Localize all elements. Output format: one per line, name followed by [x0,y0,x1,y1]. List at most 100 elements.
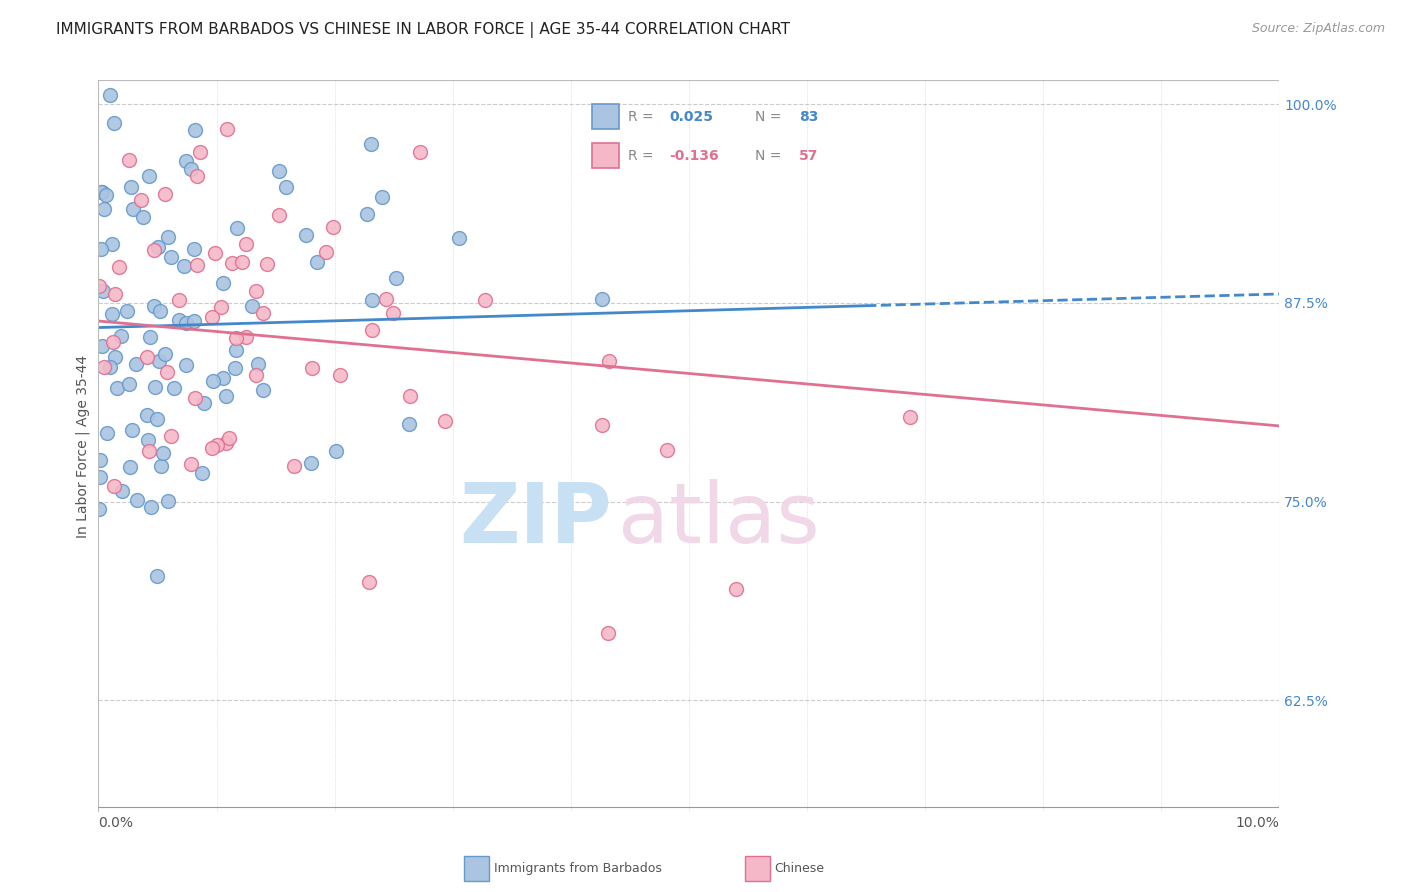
Point [212,277,235,291]
Point [153,187,176,202]
Point [98,359,121,374]
Point [125,357,148,371]
Point [186,169,208,183]
Point [191,467,214,481]
Point [205,438,228,452]
Text: 83: 83 [799,110,818,123]
Point [143,380,166,394]
Point [724,582,747,597]
Point [156,230,179,244]
Point [360,136,382,151]
Point [224,361,246,376]
Point [138,444,160,458]
Point [117,304,139,318]
Text: R =: R = [627,149,658,162]
Point [125,492,148,507]
Point [201,442,224,456]
Point [118,153,141,167]
Point [90,185,112,199]
Point [173,259,195,273]
Point [301,360,323,375]
Point [184,391,207,405]
Point [111,484,134,499]
Point [89,470,111,484]
Point [186,258,208,272]
Point [398,389,420,403]
Point [105,381,128,395]
Point [190,145,212,159]
Point [209,301,232,315]
Point [91,284,114,298]
Point [245,368,267,382]
Point [215,121,238,136]
Point [329,368,352,382]
Point [201,374,224,388]
Text: ZIP: ZIP [460,479,612,559]
Point [269,164,291,178]
Point [371,190,394,204]
Text: -0.136: -0.136 [669,149,718,162]
Point [104,351,127,365]
Point [256,257,278,271]
Point [122,202,145,217]
Point [135,408,157,422]
Point [159,429,181,443]
Point [215,436,238,450]
Point [283,458,305,473]
Point [225,343,247,357]
Point [225,331,247,345]
Point [657,442,679,457]
Point [146,411,169,425]
Point [180,457,202,471]
Point [449,231,471,245]
Point [215,389,238,403]
Point [90,243,112,257]
Point [898,410,921,425]
Point [138,169,160,183]
Point [101,334,124,349]
Point [315,244,337,259]
Point [146,240,169,254]
Point [104,286,127,301]
Point [108,260,131,274]
Point [96,425,118,440]
Point [235,329,257,343]
Point [87,502,110,516]
Point [235,236,257,251]
Text: Chinese: Chinese [775,863,825,875]
Point [93,360,115,375]
Point [120,179,142,194]
Point [218,432,240,446]
Point [374,293,396,307]
Point [433,414,456,428]
Point [193,395,215,409]
Point [163,381,186,395]
Point [247,357,270,371]
Point [131,211,153,225]
Point [591,417,613,432]
Y-axis label: In Labor Force | Age 35-44: In Labor Force | Age 35-44 [76,354,90,538]
Point [167,293,190,308]
Point [180,162,202,177]
Point [322,220,344,235]
Point [101,237,124,252]
Point [94,188,117,202]
Bar [592,103,619,129]
Point [156,365,179,379]
Point [148,354,170,368]
Point [150,459,173,474]
Point [153,347,176,361]
Text: R =: R = [627,110,658,123]
Point [225,221,247,235]
Point [176,154,198,169]
Point [90,339,112,353]
Point [176,316,198,330]
Point [159,250,181,264]
Point [136,434,159,448]
Point [98,87,121,102]
Point [398,417,420,431]
Point [146,569,169,583]
Point [357,574,380,589]
Point [118,376,141,391]
Point [103,116,125,130]
